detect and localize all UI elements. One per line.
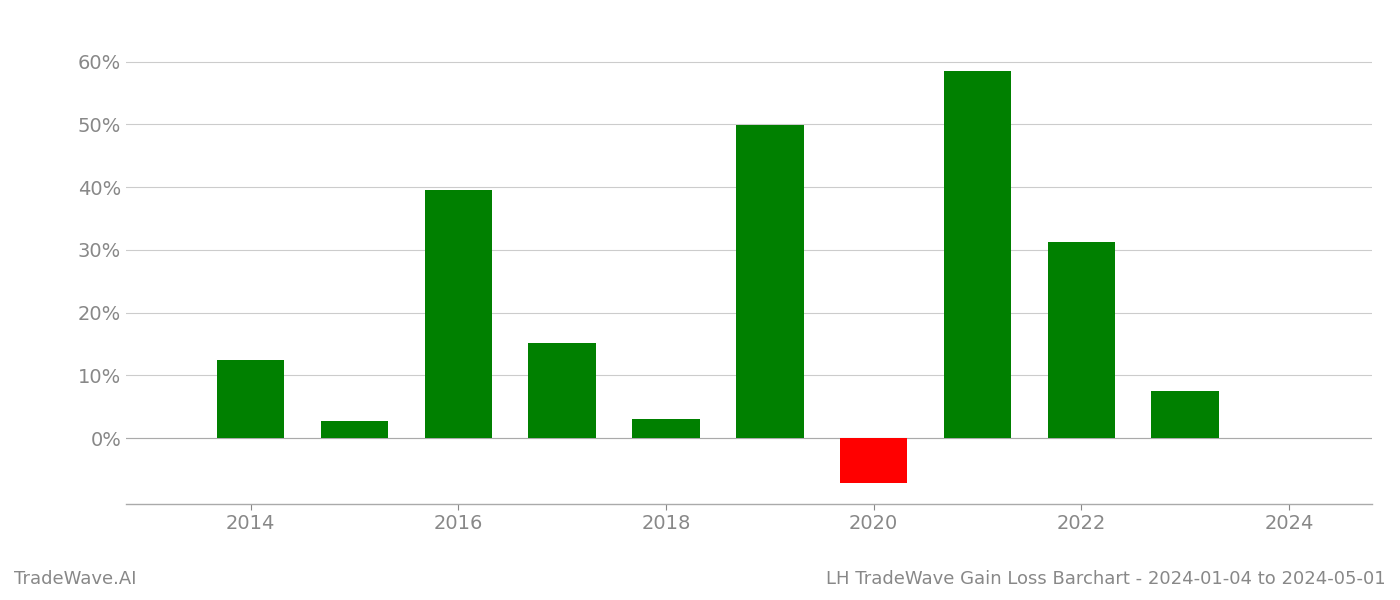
Bar: [944, 71, 1011, 438]
Bar: [217, 359, 284, 438]
Bar: [528, 343, 596, 438]
Bar: [1151, 391, 1219, 438]
Bar: [840, 438, 907, 483]
Text: LH TradeWave Gain Loss Barchart - 2024-01-04 to 2024-05-01: LH TradeWave Gain Loss Barchart - 2024-0…: [826, 570, 1386, 588]
Bar: [736, 125, 804, 438]
Text: TradeWave.AI: TradeWave.AI: [14, 570, 137, 588]
Bar: [424, 190, 491, 438]
Bar: [633, 419, 700, 438]
Bar: [321, 421, 388, 438]
Bar: [1047, 242, 1114, 438]
